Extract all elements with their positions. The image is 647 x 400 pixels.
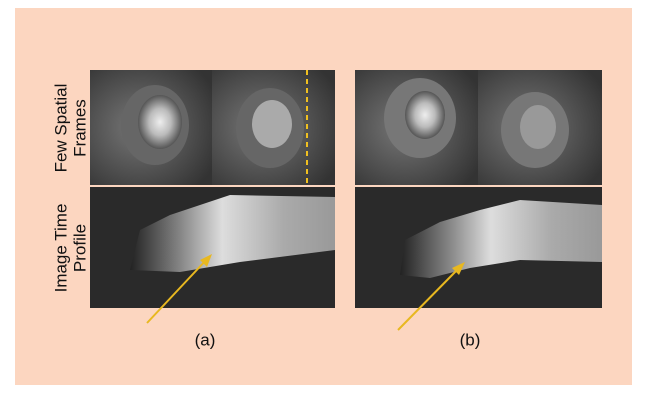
caption: (b) (460, 330, 481, 349)
panel-b-frames (355, 70, 602, 185)
panel-a-profile (90, 187, 335, 323)
label-line: Profile (70, 224, 89, 272)
panel-a-frames (90, 70, 335, 185)
label-line: Few Spatial (51, 84, 70, 173)
label-line: Image Time (51, 204, 70, 293)
figure: Few Spatial Frames Image Time Profile (a… (0, 0, 647, 400)
label-line: Frames (70, 99, 89, 157)
caption: (a) (195, 330, 216, 349)
